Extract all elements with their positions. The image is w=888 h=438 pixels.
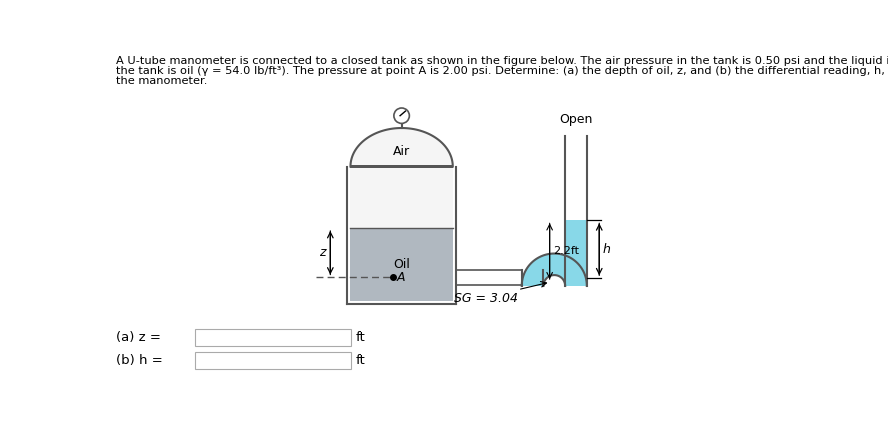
Text: ft: ft <box>356 331 366 344</box>
Text: (a) z =: (a) z = <box>115 331 161 344</box>
Text: A U-tube manometer is connected to a closed tank as shown in the figure below. T: A U-tube manometer is connected to a clo… <box>115 57 888 67</box>
Text: z: z <box>319 246 326 259</box>
Polygon shape <box>565 220 587 286</box>
Polygon shape <box>522 285 543 286</box>
Text: A: A <box>397 271 406 284</box>
Text: 2.2ft: 2.2ft <box>552 246 579 256</box>
Polygon shape <box>351 228 453 300</box>
Text: SG = 3.04: SG = 3.04 <box>454 292 518 305</box>
Text: Air: Air <box>393 145 410 159</box>
Text: h: h <box>602 243 610 256</box>
Text: ft: ft <box>356 354 366 367</box>
Text: the manometer.: the manometer. <box>115 76 207 86</box>
Text: (b) h =: (b) h = <box>115 354 163 367</box>
Text: the tank is oil (γ = 54.0 lb/ft³). The pressure at point A is 2.00 psi. Determin: the tank is oil (γ = 54.0 lb/ft³). The p… <box>115 67 888 76</box>
Polygon shape <box>522 254 587 286</box>
Text: Open: Open <box>559 113 592 127</box>
Circle shape <box>394 108 409 124</box>
Polygon shape <box>351 128 453 166</box>
Text: Oil: Oil <box>393 258 410 271</box>
FancyBboxPatch shape <box>194 352 352 369</box>
FancyBboxPatch shape <box>194 329 352 346</box>
Polygon shape <box>351 166 453 228</box>
